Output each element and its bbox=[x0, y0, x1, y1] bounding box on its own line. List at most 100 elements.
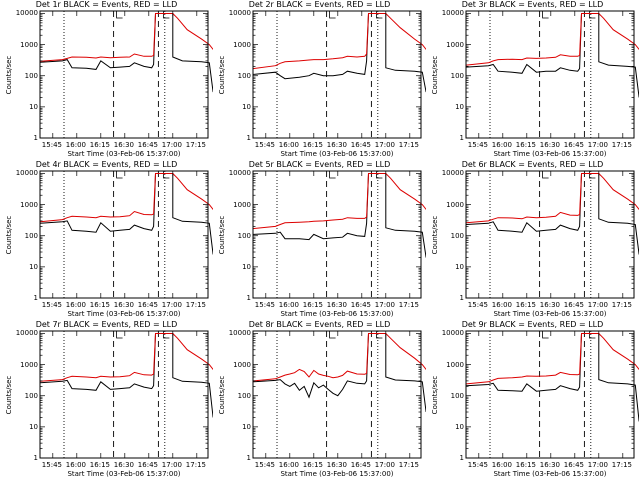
bracket-marker bbox=[116, 171, 123, 179]
panel-plot bbox=[252, 170, 426, 299]
x-tick-label: 17:00 bbox=[374, 141, 395, 149]
plot-frame bbox=[465, 330, 635, 459]
detector-panel: Det 8r BLACK = Events, RED = LLD 1 10 100 10… bbox=[213, 320, 426, 480]
y-tick-label: 1000 bbox=[20, 360, 38, 369]
x-tick-label: 16:30 bbox=[113, 301, 134, 309]
bracket-marker bbox=[163, 331, 170, 339]
events-series-line bbox=[466, 333, 639, 422]
panel-title: Det 3r BLACK = Events, RED = LLD bbox=[461, 0, 604, 9]
x-tick-label: 17:15 bbox=[611, 301, 632, 309]
events-series-line bbox=[253, 13, 426, 93]
panel-title: Det 1r BLACK = Events, RED = LLD bbox=[35, 0, 178, 9]
plot-frame bbox=[465, 10, 635, 139]
x-tick-label: 15:45 bbox=[254, 461, 275, 469]
y-tick-label: 10 bbox=[242, 422, 251, 431]
y-axis-label: Counts/sec bbox=[5, 55, 13, 94]
x-tick-label: 16:00 bbox=[491, 461, 512, 469]
detector-panel: Det 4r BLACK = Events, RED = LLD 1 10 100 10… bbox=[0, 160, 213, 320]
bracket-marker bbox=[589, 331, 596, 339]
x-axis-label: Start Time (03-Feb-06 15:37:00) bbox=[280, 150, 394, 158]
y-tick-label: 1 bbox=[246, 294, 251, 302]
detector-panel: Det 7r BLACK = Events, RED = LLD 1 10 100 10… bbox=[0, 320, 213, 480]
x-tick-label: 17:15 bbox=[185, 141, 206, 149]
y-tick-label: 1000 bbox=[233, 40, 251, 49]
x-tick-label: 16:45 bbox=[350, 301, 371, 309]
bracket-marker bbox=[542, 171, 549, 179]
y-tick-label: 100 bbox=[24, 71, 38, 80]
y-axis-label: Counts/sec bbox=[431, 215, 439, 254]
x-tick-label: 16:30 bbox=[326, 301, 347, 309]
events-series-line bbox=[466, 13, 639, 98]
events-series-line bbox=[466, 173, 639, 255]
y-tick-label: 100 bbox=[237, 71, 251, 80]
y-tick-label: 10 bbox=[29, 102, 38, 111]
x-axis-label: Start Time (03-Feb-06 15:37:00) bbox=[67, 470, 181, 478]
bracket-marker bbox=[163, 171, 170, 179]
x-tick-label: 17:15 bbox=[398, 461, 419, 469]
panel-plot bbox=[465, 330, 639, 459]
panel-title: Det 6r BLACK = Events, RED = LLD bbox=[461, 160, 604, 169]
y-tick-label: 100 bbox=[24, 391, 38, 400]
x-tick-label: 17:15 bbox=[185, 301, 206, 309]
panel-plot bbox=[252, 10, 426, 139]
x-tick-label: 17:00 bbox=[161, 141, 182, 149]
x-tick-label: 15:45 bbox=[467, 301, 488, 309]
bracket-marker bbox=[163, 11, 170, 19]
panel-plot bbox=[465, 10, 639, 139]
plot-frame bbox=[39, 10, 209, 139]
x-tick-label: 15:45 bbox=[41, 461, 62, 469]
lld-series-line bbox=[466, 173, 639, 224]
x-tick-label: 15:45 bbox=[254, 301, 275, 309]
x-tick-label: 17:00 bbox=[587, 301, 608, 309]
y-tick-label: 100 bbox=[450, 391, 464, 400]
x-tick-label: 16:00 bbox=[491, 141, 512, 149]
panel-plot bbox=[39, 10, 213, 139]
panel-title: Det 2r BLACK = Events, RED = LLD bbox=[248, 0, 391, 9]
x-tick-label: 15:45 bbox=[41, 301, 62, 309]
panel-title: Det 4r BLACK = Events, RED = LLD bbox=[35, 160, 178, 169]
bracket-marker bbox=[589, 11, 596, 19]
y-tick-label: 1000 bbox=[20, 200, 38, 209]
detector-panel: Det 5r BLACK = Events, RED = LLD 1 10 100 10… bbox=[213, 160, 426, 320]
x-tick-label: 15:45 bbox=[467, 461, 488, 469]
x-tick-label: 17:00 bbox=[374, 301, 395, 309]
y-tick-label: 1000 bbox=[20, 40, 38, 49]
y-axis-label: Counts/sec bbox=[218, 215, 226, 254]
y-tick-label: 1 bbox=[33, 454, 38, 462]
lld-series-line bbox=[253, 333, 426, 382]
bracket-marker bbox=[376, 171, 383, 179]
panel-plot bbox=[252, 330, 426, 459]
bracket-marker bbox=[542, 11, 549, 19]
x-tick-label: 16:15 bbox=[302, 461, 323, 469]
y-tick-label: 1 bbox=[459, 294, 464, 302]
y-tick-label: 1000 bbox=[233, 360, 251, 369]
bracket-marker bbox=[376, 11, 383, 19]
panel-title: Det 7r BLACK = Events, RED = LLD bbox=[35, 320, 178, 329]
y-tick-label: 1 bbox=[459, 134, 464, 142]
x-axis-label: Start Time (03-Feb-06 15:37:00) bbox=[67, 310, 181, 318]
events-series-line bbox=[253, 173, 426, 258]
x-tick-label: 16:00 bbox=[278, 461, 299, 469]
lld-series-line bbox=[40, 13, 213, 62]
x-tick-label: 16:30 bbox=[113, 141, 134, 149]
detector-panel: Det 9r BLACK = Events, RED = LLD 1 10 100 10… bbox=[426, 320, 639, 480]
x-tick-label: 16:15 bbox=[89, 301, 110, 309]
y-tick-label: 1000 bbox=[446, 200, 464, 209]
x-tick-label: 16:00 bbox=[278, 301, 299, 309]
x-tick-label: 16:30 bbox=[539, 301, 560, 309]
y-tick-label: 10 bbox=[455, 422, 464, 431]
x-tick-label: 16:15 bbox=[302, 301, 323, 309]
y-tick-label: 10000 bbox=[441, 9, 464, 18]
x-axis-label: Start Time (03-Feb-06 15:37:00) bbox=[280, 310, 394, 318]
plot-frame bbox=[252, 330, 422, 459]
y-tick-label: 10000 bbox=[228, 169, 251, 178]
panel-title: Det 8r BLACK = Events, RED = LLD bbox=[248, 320, 391, 329]
y-tick-label: 10 bbox=[29, 422, 38, 431]
x-tick-label: 16:15 bbox=[302, 141, 323, 149]
x-tick-label: 16:00 bbox=[65, 301, 86, 309]
y-axis-label: Counts/sec bbox=[431, 375, 439, 414]
bracket-marker bbox=[329, 11, 336, 19]
y-tick-label: 10 bbox=[242, 102, 251, 111]
x-tick-label: 16:30 bbox=[326, 141, 347, 149]
y-tick-label: 10000 bbox=[15, 9, 38, 18]
